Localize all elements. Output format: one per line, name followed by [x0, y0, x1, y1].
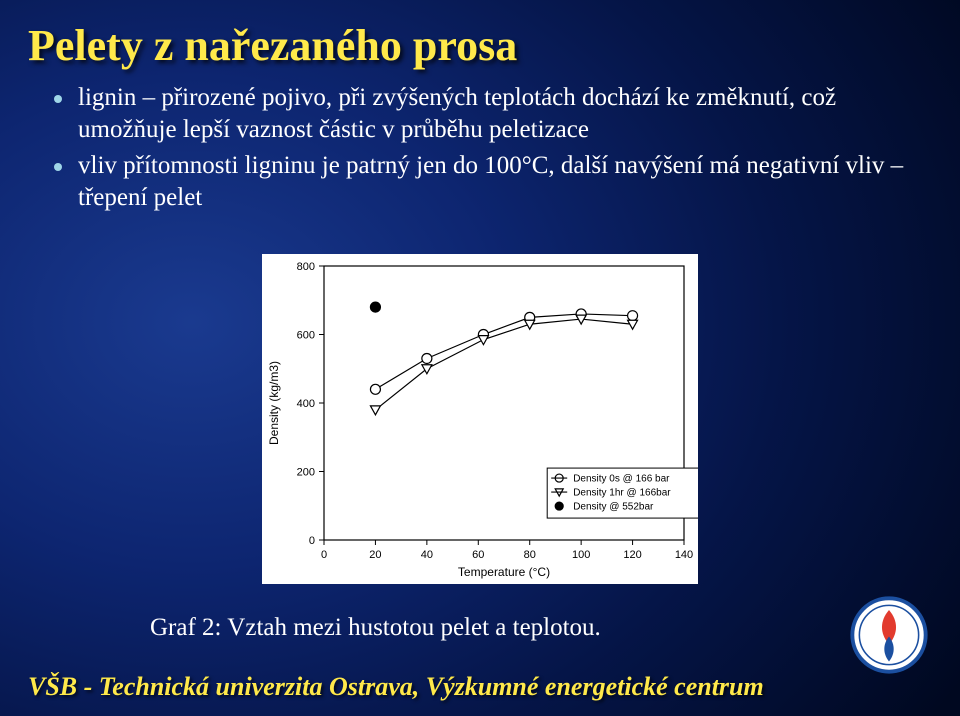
footer-text: VŠB - Technická univerzita Ostrava, Výzk…: [28, 672, 764, 702]
bullet-text: vliv přítomnosti ligninu je patrný jen d…: [78, 150, 920, 214]
svg-text:40: 40: [421, 549, 433, 561]
svg-text:Density @ 552bar: Density @ 552bar: [573, 502, 654, 513]
svg-text:80: 80: [524, 549, 536, 561]
bullet-dot-icon: [54, 95, 62, 103]
bullet-item: lignin – přirozené pojivo, při zvýšených…: [54, 82, 920, 146]
bullet-text: lignin – přirozené pojivo, při zvýšených…: [78, 82, 920, 146]
svg-text:20: 20: [369, 549, 381, 561]
institution-logo-icon: [850, 596, 928, 674]
svg-text:Density 1hr @ 166bar: Density 1hr @ 166bar: [573, 488, 671, 499]
svg-text:Temperature (°C): Temperature (°C): [458, 565, 550, 579]
slide-title: Pelety z nařezaného prosa: [28, 20, 517, 71]
svg-text:0: 0: [309, 535, 315, 547]
bullet-list: lignin – přirozené pojivo, při zvýšených…: [54, 82, 920, 218]
chart-caption: Graf 2: Vztah mezi hustotou pelet a tepl…: [150, 614, 601, 642]
svg-text:Density 0s @ 166 bar: Density 0s @ 166 bar: [573, 474, 670, 485]
svg-text:120: 120: [623, 549, 641, 561]
svg-text:200: 200: [297, 467, 315, 479]
svg-text:140: 140: [675, 549, 693, 561]
chart-svg: 0 20 40 60 80 100 120 140 0 200 400 600 800 Temperatu…: [262, 254, 698, 584]
svg-text:100: 100: [572, 549, 590, 561]
svg-text:0: 0: [321, 549, 327, 561]
svg-text:Density (kg/m3): Density (kg/m3): [267, 361, 281, 445]
svg-text:600: 600: [297, 330, 315, 342]
svg-text:60: 60: [472, 549, 484, 561]
density-chart: 0 20 40 60 80 100 120 140 0 200 400 600 800 Temperatu…: [262, 254, 698, 584]
svg-text:400: 400: [297, 398, 315, 410]
bullet-item: vliv přítomnosti ligninu je patrný jen d…: [54, 150, 920, 214]
bullet-dot-icon: [54, 163, 62, 171]
svg-text:800: 800: [297, 261, 315, 273]
